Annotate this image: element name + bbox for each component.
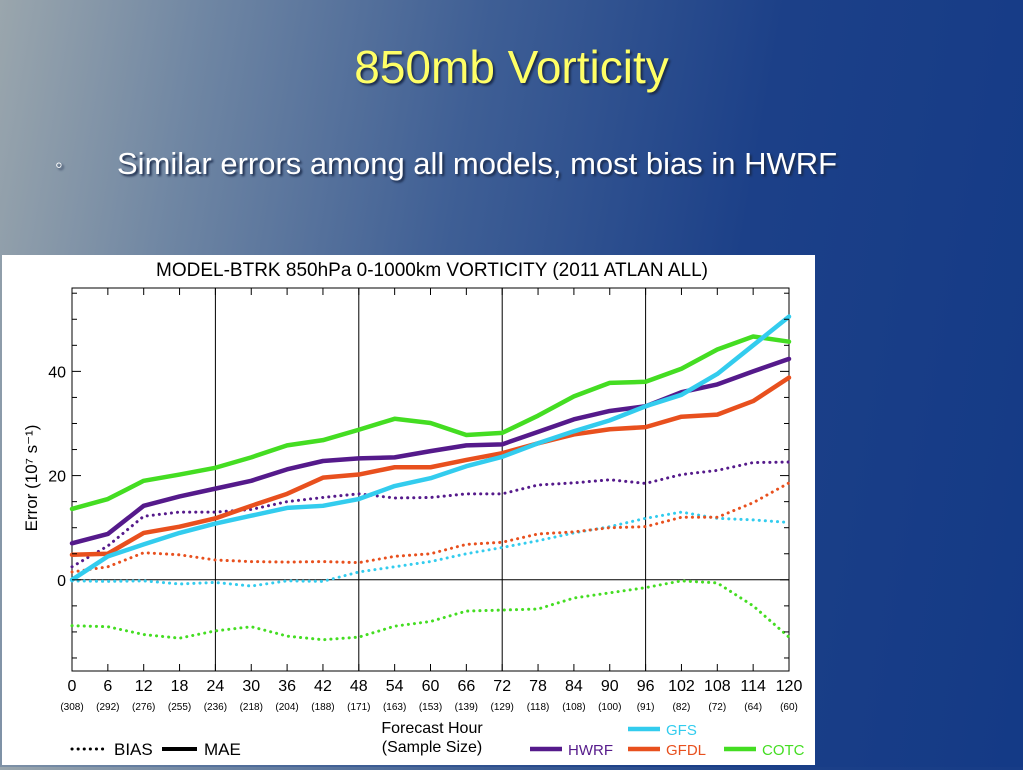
- axis-layer: 0 20 40 0 (308) 6 (292) 12 (276) 18 (255) 24 (236) 30…: [48, 288, 802, 713]
- legend-label-hwrf: HWRF: [568, 742, 613, 759]
- x-tick-label: 12: [135, 678, 153, 695]
- x-tick-label: 84: [565, 678, 583, 695]
- x-tick-label: 36: [278, 678, 296, 695]
- sample-size-label: (276): [132, 702, 155, 713]
- grid-layer: [72, 288, 789, 671]
- y-tick-label: 20: [48, 469, 66, 486]
- sample-size-label: (100): [598, 702, 621, 713]
- sample-size-label: (218): [240, 702, 263, 713]
- bullet-text: Similar errors among all models, most bi…: [117, 146, 838, 181]
- x-tick-label: 66: [457, 678, 475, 695]
- series-layer: [69, 314, 792, 642]
- legend-label-bias: BIAS: [114, 740, 153, 759]
- hollow-circle-bullet-icon: ◦: [55, 152, 63, 177]
- x-tick-label: 120: [776, 678, 803, 695]
- sample-size-label: (163): [383, 702, 406, 713]
- x-tick-label: 54: [386, 678, 404, 695]
- x-tick-label: 72: [493, 678, 511, 695]
- sample-size-label: (236): [204, 702, 227, 713]
- x-tick-label: 108: [704, 678, 731, 695]
- x-tick-label: 18: [171, 678, 189, 695]
- sample-size-label: (72): [708, 702, 726, 713]
- series-line-cotc-bias: [70, 579, 791, 642]
- sample-size-label: (171): [347, 702, 370, 713]
- sample-size-label: (82): [673, 702, 691, 713]
- x-axis-sublabel: (Sample Size): [382, 739, 482, 756]
- legend-label-gfs: GFS: [666, 722, 697, 739]
- series-line-cotc-mae: [69, 334, 792, 512]
- x-tick-label: 78: [529, 678, 547, 695]
- y-axis-label: Error (10⁷ s⁻¹): [22, 425, 41, 532]
- x-tick-label: 96: [637, 678, 655, 695]
- sample-size-label: (108): [562, 702, 585, 713]
- sample-size-label: (118): [527, 702, 550, 713]
- series-line-gfdl-bias: [70, 481, 791, 574]
- sample-size-label: (139): [455, 702, 478, 713]
- y-tick-label: 40: [48, 364, 66, 381]
- legend-label-cotc: COTC: [762, 742, 805, 759]
- x-tick-label: 24: [207, 678, 225, 695]
- x-tick-label: 60: [422, 678, 440, 695]
- sample-size-label: (91): [637, 702, 655, 713]
- series-line-gfs-bias: [70, 510, 791, 588]
- slide-title: 850mb Vorticity: [354, 41, 669, 93]
- x-tick-label: 0: [68, 678, 77, 695]
- legend-label-mae: MAE: [204, 740, 241, 759]
- sample-size-label: (292): [96, 702, 119, 713]
- legend-label-gfdl: GFDL: [666, 742, 706, 759]
- series-line-gfs-mae: [69, 314, 792, 583]
- x-tick-label: 102: [668, 678, 695, 695]
- series-line-gfdl-mae: [69, 375, 792, 558]
- vorticity-error-chart: MODEL-BTRK 850hPa 0-1000km VORTICITY (20…: [22, 260, 805, 759]
- y-tick-label: 0: [57, 573, 66, 590]
- sample-size-label: (188): [311, 702, 334, 713]
- sample-size-label: (308): [60, 702, 83, 713]
- legend: BIAS MAE GFS HWRF GFDL COTC: [70, 722, 805, 759]
- chart-panel: MODEL-BTRK 850hPa 0-1000km VORTICITY (20…: [2, 255, 815, 765]
- sample-size-label: (129): [491, 702, 514, 713]
- sample-size-label: (60): [780, 702, 798, 713]
- sample-size-label: (255): [168, 702, 191, 713]
- series-line-hwrf-mae: [69, 356, 792, 546]
- chart-title: MODEL-BTRK 850hPa 0-1000km VORTICITY (20…: [156, 260, 708, 281]
- sample-size-label: (64): [744, 702, 762, 713]
- x-tick-label: 30: [242, 678, 260, 695]
- x-tick-label: 48: [350, 678, 368, 695]
- x-tick-label: 114: [740, 678, 766, 695]
- x-tick-label: 90: [601, 678, 619, 695]
- sample-size-label: (204): [275, 702, 298, 713]
- x-tick-label: 6: [103, 678, 112, 695]
- x-tick-label: 42: [314, 678, 332, 695]
- x-axis-label: Forecast Hour: [381, 720, 483, 737]
- sample-size-label: (153): [419, 702, 442, 713]
